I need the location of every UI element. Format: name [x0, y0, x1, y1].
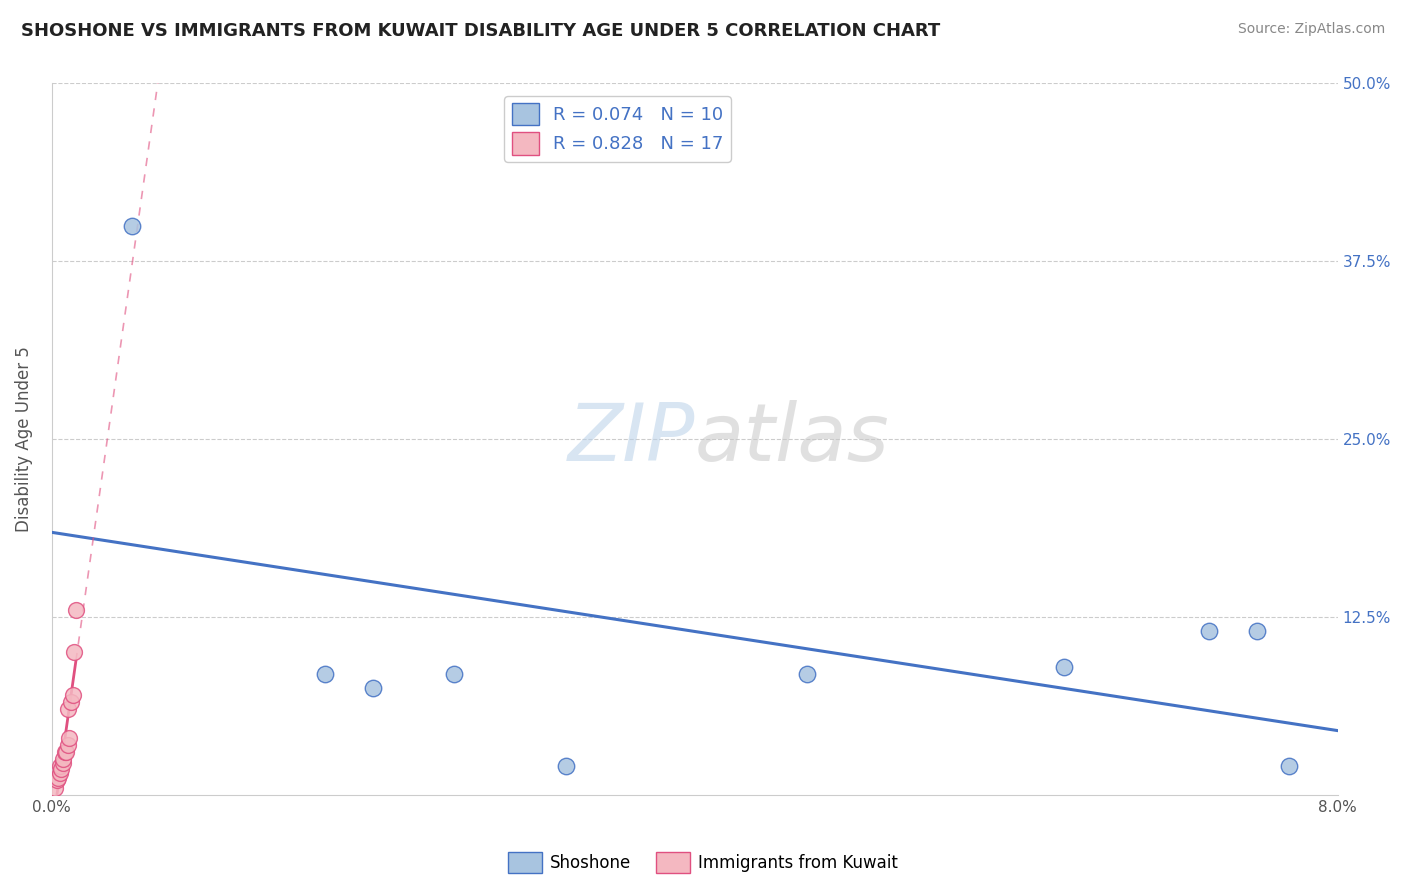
Point	[555, 759, 578, 773]
Point	[314, 666, 336, 681]
Point	[55, 745, 77, 759]
Text: Source: ZipAtlas.com: Source: ZipAtlas.com	[1237, 22, 1385, 37]
Point	[52, 756, 75, 771]
Point	[56, 702, 79, 716]
Point	[49, 766, 72, 780]
Point	[63, 645, 86, 659]
Point	[62, 688, 84, 702]
Text: atlas: atlas	[695, 401, 890, 478]
Point	[121, 219, 143, 233]
Point	[45, 773, 67, 788]
Text: ZIP: ZIP	[567, 401, 695, 478]
Y-axis label: Disability Age Under 5: Disability Age Under 5	[15, 346, 32, 532]
Text: SHOSHONE VS IMMIGRANTS FROM KUWAIT DISABILITY AGE UNDER 5 CORRELATION CHART: SHOSHONE VS IMMIGRANTS FROM KUWAIT DISAB…	[21, 22, 941, 40]
Legend: Shoshone, Immigrants from Kuwait: Shoshone, Immigrants from Kuwait	[502, 846, 904, 880]
Point	[1278, 759, 1301, 773]
Point	[53, 745, 76, 759]
Point	[60, 695, 83, 709]
Point	[58, 731, 80, 745]
Point	[49, 759, 72, 773]
Point	[52, 752, 75, 766]
Point	[361, 681, 384, 695]
Point	[1053, 659, 1076, 673]
Point	[51, 762, 73, 776]
Point	[65, 603, 87, 617]
Point	[44, 780, 66, 795]
Point	[46, 771, 69, 785]
Legend: R = 0.074   N = 10, R = 0.828   N = 17: R = 0.074 N = 10, R = 0.828 N = 17	[505, 96, 731, 161]
Point	[1246, 624, 1268, 639]
Point	[56, 738, 79, 752]
Point	[796, 666, 818, 681]
Point	[443, 666, 465, 681]
Point	[1198, 624, 1220, 639]
